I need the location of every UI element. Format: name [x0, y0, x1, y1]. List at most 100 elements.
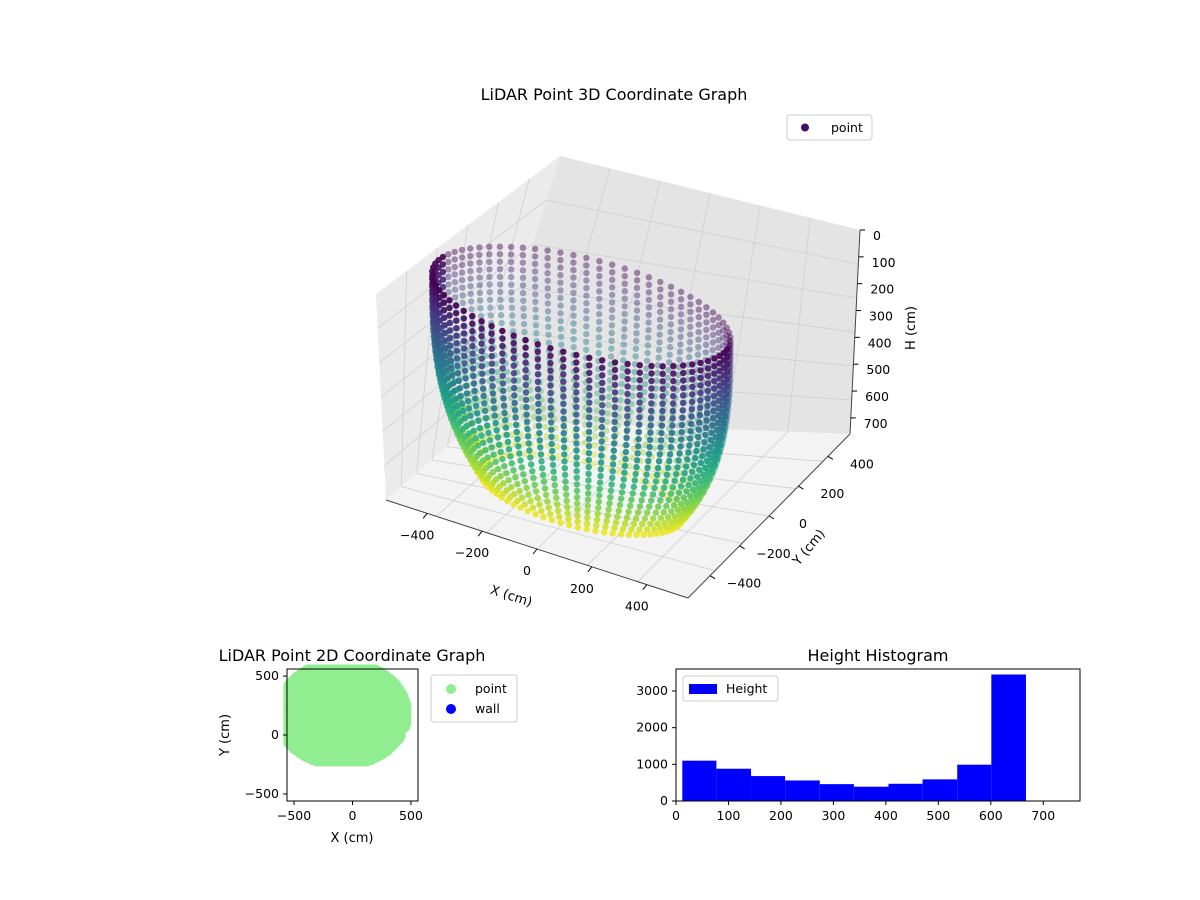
- point-marker: [532, 283, 539, 290]
- point-marker: [460, 322, 467, 330]
- point-marker: [620, 349, 627, 356]
- point-marker: [677, 333, 684, 341]
- point-marker: [625, 531, 633, 538]
- point-marker: [669, 400, 677, 407]
- z-tick-label-3d: 400: [868, 335, 892, 350]
- point-marker: [656, 316, 664, 323]
- point-marker: [688, 406, 695, 413]
- point-marker: [641, 484, 648, 491]
- point-marker: [648, 407, 655, 414]
- point-marker: [441, 344, 449, 352]
- point-marker: [677, 311, 685, 318]
- z-tick-label-3d: 600: [865, 389, 889, 404]
- point-marker: [573, 461, 580, 468]
- point-marker: [547, 360, 554, 367]
- point-marker: [656, 331, 663, 338]
- point-marker: [607, 494, 614, 501]
- point-marker: [573, 351, 580, 359]
- point-marker: [460, 345, 468, 352]
- point-marker: [647, 429, 654, 436]
- point-marker: [583, 520, 591, 527]
- point-marker: [616, 501, 624, 508]
- point-marker: [522, 389, 530, 396]
- point-marker: [448, 365, 455, 372]
- point-marker: [525, 440, 532, 447]
- point-marker: [645, 304, 653, 311]
- point-marker: [583, 338, 590, 346]
- point-marker: [573, 411, 580, 418]
- point-marker: [586, 362, 593, 369]
- point-marker: [514, 497, 521, 505]
- point-marker: [644, 342, 652, 349]
- point-marker: [539, 465, 546, 472]
- point-marker: [534, 371, 542, 378]
- point-marker: [532, 511, 539, 518]
- point-marker: [663, 471, 671, 478]
- point-marker: [509, 312, 516, 319]
- point-marker: [501, 409, 508, 417]
- point-marker: [670, 385, 677, 392]
- point-marker: [720, 327, 727, 334]
- point-marker: [599, 372, 606, 379]
- point-marker: [642, 373, 650, 380]
- point-marker: [696, 411, 703, 419]
- point-marker: [469, 342, 476, 350]
- point-marker: [508, 281, 515, 288]
- point-marker: [644, 349, 651, 357]
- point-marker: [622, 448, 630, 456]
- point-marker: [570, 343, 577, 351]
- point-marker: [593, 516, 601, 523]
- point-marker: [584, 502, 591, 510]
- point-marker: [574, 506, 581, 513]
- point-marker: [695, 298, 702, 306]
- point-marker: [548, 516, 555, 524]
- point-marker: [677, 483, 685, 490]
- chart-3d: LiDAR Point 3D Coordinate Graph −400−200…: [376, 85, 919, 614]
- point-marker: [596, 273, 603, 280]
- point-marker: [557, 317, 564, 325]
- point-marker: [544, 262, 551, 269]
- point-marker: [595, 498, 602, 505]
- point-marker: [696, 404, 704, 411]
- point-marker: [447, 342, 454, 349]
- point-marker: [573, 447, 580, 454]
- point-marker: [709, 309, 717, 316]
- point-marker: [636, 377, 643, 384]
- point-marker: [515, 443, 522, 450]
- x-tick-label-3d: 400: [625, 599, 649, 614]
- point-marker: [644, 509, 651, 516]
- point-marker: [496, 258, 504, 265]
- point-marker: [648, 385, 655, 392]
- y-tick-mark-3d: [709, 575, 716, 580]
- point-marker: [653, 377, 660, 384]
- point-marker: [715, 329, 722, 336]
- point-marker: [679, 476, 687, 483]
- point-marker: [486, 243, 493, 250]
- point-marker: [564, 504, 571, 511]
- point-marker: [675, 371, 682, 378]
- point-marker: [657, 497, 664, 504]
- point-marker: [670, 362, 677, 370]
- point-marker: [507, 251, 515, 258]
- point-marker: [641, 380, 649, 388]
- point-marker: [574, 512, 581, 519]
- point-marker: [557, 519, 564, 526]
- point-marker: [659, 385, 666, 392]
- point-marker: [489, 390, 497, 397]
- point-marker: [520, 320, 528, 328]
- point-marker: [510, 490, 518, 498]
- point-marker: [574, 518, 581, 525]
- point-marker: [709, 339, 717, 346]
- point-marker: [560, 400, 567, 408]
- point-marker: [573, 467, 580, 475]
- point-marker: [609, 269, 616, 276]
- point-marker: [666, 457, 673, 465]
- point-marker: [505, 377, 512, 384]
- point-marker: [446, 312, 453, 319]
- point-marker: [469, 365, 477, 372]
- point-marker: [468, 306, 475, 313]
- point-marker: [508, 289, 515, 296]
- point-marker: [645, 326, 652, 334]
- point-marker: [544, 285, 551, 292]
- point-marker: [573, 389, 580, 396]
